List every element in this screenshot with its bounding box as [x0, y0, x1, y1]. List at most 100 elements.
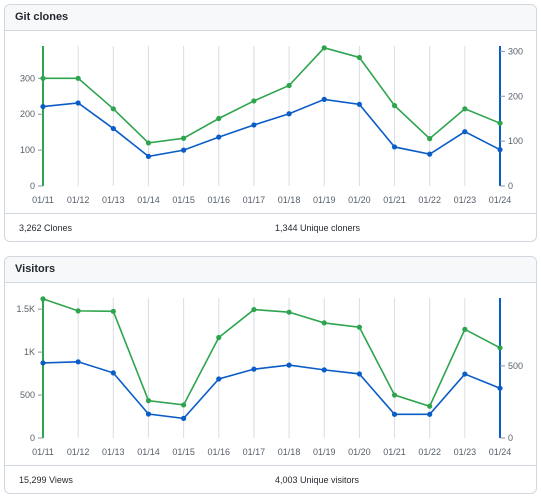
visitors-total-point [251, 306, 257, 313]
clones-total-point [286, 82, 292, 89]
clones-unique-point [75, 100, 81, 106]
clones-unique-point [497, 147, 503, 153]
visitors-total-line [42, 298, 501, 408]
clones-unique-point [427, 151, 433, 157]
clones-total-point [145, 140, 152, 146]
clones-left-tick-label: 0 [30, 181, 35, 191]
unique-cloners-stat: 1,344 Unique cloners [275, 223, 361, 233]
visitors-left-tick-label: 1K [24, 347, 35, 357]
visitors-unique-point [216, 376, 222, 382]
clones-unique-line [42, 98, 501, 158]
clones-total-point [40, 75, 46, 81]
visitors-left-tick-label: 1.5K [16, 304, 35, 314]
visitors-date-label: 01/22 [418, 447, 441, 457]
git-clones-panel: Git clones 0 100 200 300 0 100 200 300 01/11 01/1… [4, 4, 537, 242]
git-clones-chart: 0 100 200 300 0 100 200 300 01/11 01/12 01/13 01/14… [20, 45, 523, 205]
visitors-date-label: 01/15 [172, 447, 195, 457]
visitors-total-point [321, 320, 327, 326]
clones-date-label: 01/19 [313, 195, 336, 205]
clones-unique-point [145, 153, 152, 159]
unique-visitors-stat: 4,003 Unique visitors [275, 475, 360, 485]
views-total-stat: 15,299 Views [19, 475, 73, 485]
clones-total-point [75, 75, 81, 81]
visitors-date-label: 01/13 [102, 447, 125, 457]
visitors-total-point [391, 392, 398, 398]
visitors-unique-point [462, 371, 468, 377]
visitors-left-tick-label: 0 [30, 433, 35, 443]
clones-date-label: 01/13 [102, 195, 125, 205]
visitors-date-label: 01/20 [348, 447, 371, 457]
visitors-left-tick-label: 500 [20, 390, 35, 400]
clones-unique-point [356, 101, 362, 107]
visitors-date-label: 01/21 [383, 447, 406, 457]
visitors-date-label: 01/24 [489, 447, 512, 457]
visitors-unique-point [181, 415, 187, 421]
clones-date-label: 01/12 [67, 195, 90, 205]
clones-total-point [391, 102, 398, 109]
clones-total-point [181, 135, 187, 141]
visitors-unique-point [391, 411, 398, 417]
visitors-total-point [110, 308, 116, 314]
visitors-unique-point [427, 411, 433, 417]
clones-date-label: 01/23 [454, 195, 477, 205]
clones-date-label: 01/22 [418, 195, 441, 205]
visitors-date-label: 01/17 [243, 447, 266, 457]
clones-left-tick-label: 300 [20, 73, 35, 83]
visitors-chart-area: 0 500 1K 1.5K 0 500 01/11 01/12 01/13 01/14 01/15 0… [5, 283, 536, 466]
git-clones-title: Git clones [5, 5, 536, 31]
visitors-date-label: 01/16 [208, 447, 231, 457]
clones-total-point [251, 98, 257, 104]
clones-right-tick-label: 0 [508, 181, 513, 191]
clones-unique-point [110, 125, 116, 132]
git-clones-chart-area: 0 100 200 300 0 100 200 300 01/11 01/12 01/13 01/14… [5, 31, 536, 214]
visitors-unique-line [42, 360, 501, 420]
visitors-total-point [286, 309, 292, 315]
visitors-date-label: 01/19 [313, 447, 336, 457]
clones-unique-point [251, 122, 257, 128]
clones-date-label: 01/11 [32, 195, 54, 205]
clones-date-label: 01/15 [172, 195, 195, 205]
clones-date-label: 01/17 [243, 195, 266, 205]
visitors-unique-point [251, 366, 257, 372]
clones-date-label: 01/16 [208, 195, 231, 205]
visitors-panel: Visitors 0 500 1K 1.5K 0 500 01/11 01/12 01/13 01… [4, 256, 537, 494]
visitors-total-point [497, 345, 503, 351]
clones-total-point [356, 54, 362, 61]
clones-unique-point [321, 96, 327, 102]
visitors-chart: 0 500 1K 1.5K 0 500 01/11 01/12 01/13 01/14 01/15 0… [16, 296, 523, 457]
clones-unique-point [181, 147, 187, 153]
visitors-total-point [356, 324, 362, 330]
git-clones-footer: 3,262 Clones 1,344 Unique cloners [5, 214, 536, 241]
visitors-date-label: 01/18 [278, 447, 301, 457]
visitors-total-point [427, 403, 433, 409]
visitors-total-point [75, 308, 81, 314]
clones-total-line [43, 46, 501, 144]
visitors-total-point [181, 402, 187, 408]
visitors-unique-point [75, 359, 81, 365]
clones-date-label: 01/24 [489, 195, 512, 205]
clones-total-point [110, 106, 116, 112]
clones-total-point [462, 106, 468, 112]
clones-date-label: 01/14 [137, 195, 160, 205]
visitors-date-label: 01/14 [137, 447, 160, 457]
visitors-total-point [216, 334, 222, 341]
visitors-date-label: 01/12 [67, 447, 90, 457]
visitors-total-point [40, 296, 46, 302]
visitors-title: Visitors [5, 257, 536, 283]
clones-total-point [216, 115, 222, 122]
visitors-date-label: 01/11 [32, 447, 54, 457]
visitors-right-tick-label: 500 [508, 361, 523, 371]
clones-date-label: 01/18 [278, 195, 301, 205]
clones-left-tick-label: 200 [20, 109, 35, 119]
clones-unique-point [216, 134, 222, 140]
clones-unique-point [286, 111, 292, 117]
clones-date-label: 01/20 [348, 195, 371, 205]
visitors-total-point [462, 326, 468, 332]
visitors-date-label: 01/23 [454, 447, 477, 457]
visitors-footer: 15,299 Views 4,003 Unique visitors [5, 466, 536, 493]
clones-date-label: 01/21 [383, 195, 406, 205]
visitors-unique-point [356, 371, 362, 377]
clones-right-tick-label: 300 [508, 46, 523, 56]
visitors-total-point [145, 398, 152, 404]
visitors-unique-point [286, 362, 292, 368]
